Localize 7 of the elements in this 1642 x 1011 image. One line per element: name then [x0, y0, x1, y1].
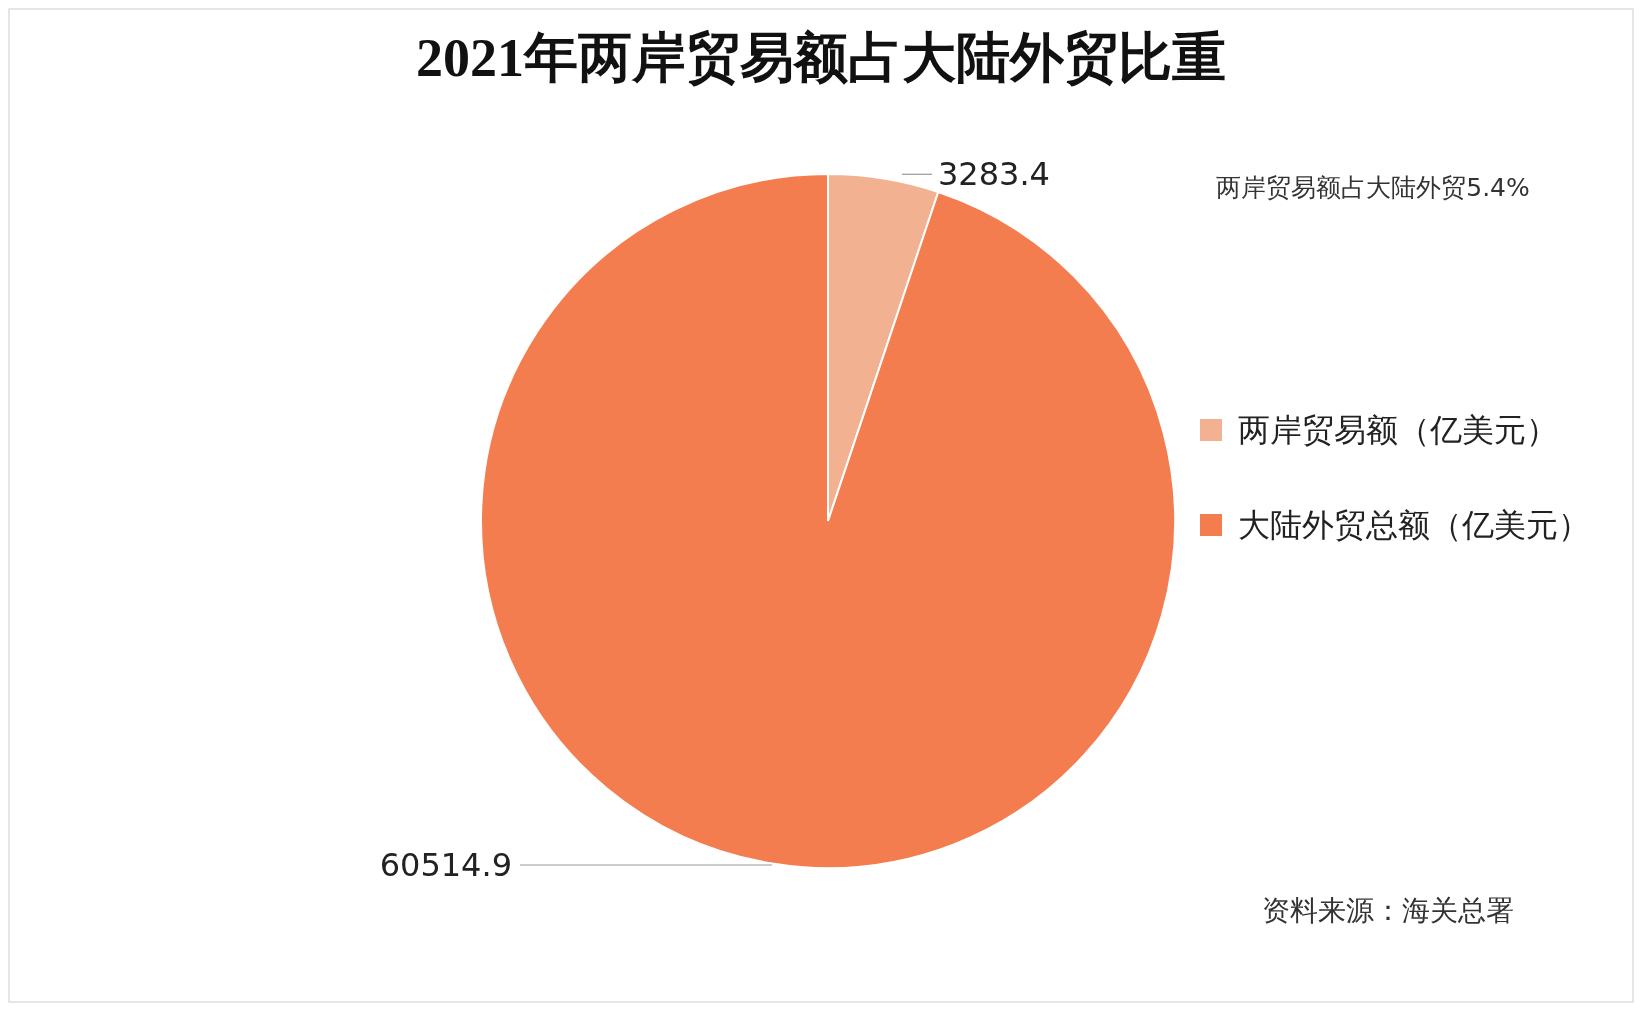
text: 两岸贸易额占大陆外贸5.4%	[1216, 173, 1530, 202]
data-label: 3283.4	[937, 155, 1050, 194]
text: 资料来源：海关总署	[1262, 894, 1514, 927]
chart-title: 2021年两岸贸易额占大陆外贸比重	[416, 28, 1226, 88]
legend-label: 两岸贸易额（亿美元）	[1238, 411, 1558, 449]
data-label: 60514.9	[379, 846, 512, 884]
legend-label: 大陆外贸总额（亿美元）	[1238, 506, 1590, 544]
